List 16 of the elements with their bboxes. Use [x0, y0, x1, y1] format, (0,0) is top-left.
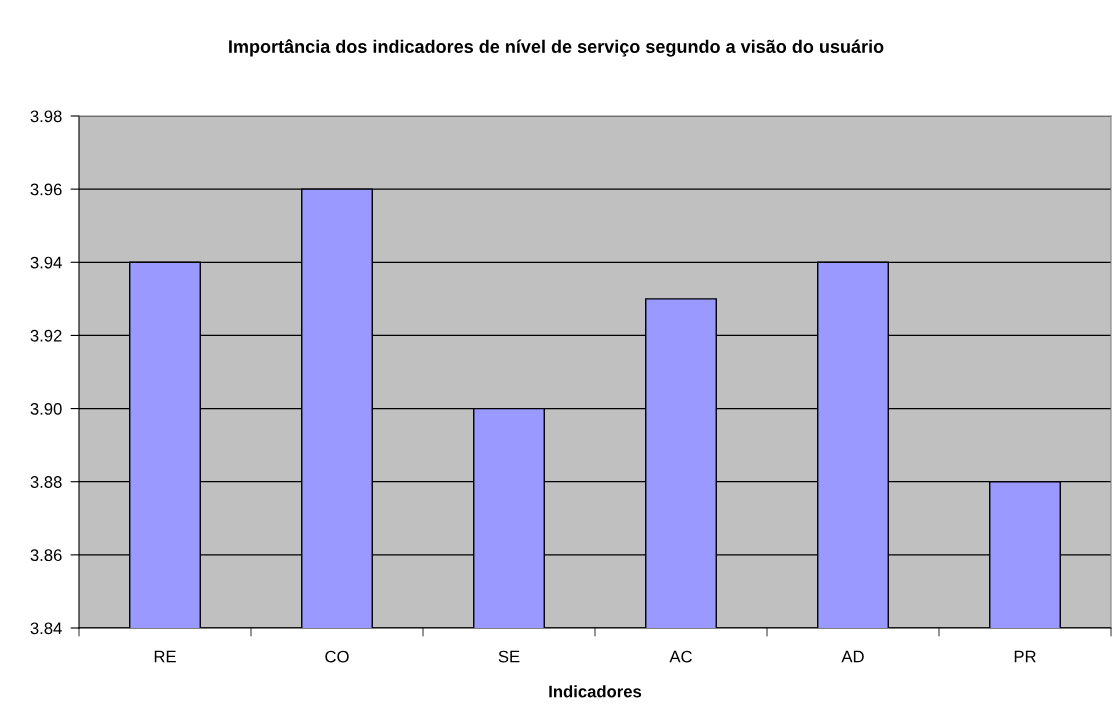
y-tick-label: 3.96 [30, 183, 62, 196]
y-tick-label: 3.94 [30, 256, 62, 269]
y-tick-label: 3.84 [30, 622, 62, 635]
x-tick-label: AD [841, 650, 864, 663]
x-tick-label: CO [325, 650, 349, 663]
y-tick-label: 3.88 [30, 476, 62, 488]
chart-title: Importância dos indicadores de nível de serviço segundo a visão do usuário [229, 39, 884, 57]
y-tick-label: 3.90 [30, 402, 62, 415]
x-axis-title: Indicadores [549, 685, 642, 698]
x-tick-label: SE [498, 650, 520, 663]
y-tick-label: 3.92 [30, 329, 62, 342]
x-tick-label: PR [1014, 650, 1036, 663]
x-tick-label: RE [154, 650, 176, 663]
x-tick-label: AC [669, 650, 692, 663]
y-tick-label: 3.86 [30, 549, 62, 562]
y-tick-label: 3.98 [30, 110, 62, 123]
